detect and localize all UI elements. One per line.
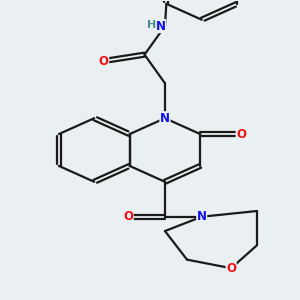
Text: O: O [99,55,109,68]
Text: H: H [147,20,156,30]
Text: O: O [226,262,236,275]
Text: O: O [236,128,246,141]
Text: O: O [123,210,133,223]
Text: N: N [160,112,170,125]
Text: N: N [155,20,166,33]
Text: N: N [197,210,207,223]
